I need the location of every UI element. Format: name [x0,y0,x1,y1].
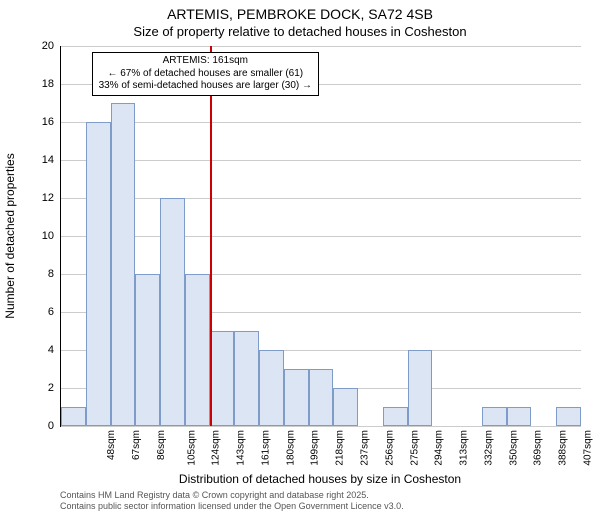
annotation-line-1: ARTEMIS: 161sqm [99,55,312,68]
histogram-bar [482,407,507,426]
x-axis-label: Distribution of detached houses by size … [60,472,580,486]
x-tick-label: 48sqm [106,430,117,460]
x-tick-label: 105sqm [186,430,197,466]
chart-title: ARTEMIS, PEMBROKE DOCK, SA72 4SB [0,6,600,22]
histogram-bar [284,369,309,426]
footer-line-2: Contains public sector information licen… [60,501,404,512]
x-tick-label: 237sqm [360,430,371,466]
annotation-line-2: ← 67% of detached houses are smaller (61… [99,68,312,81]
x-tick-label: 86sqm [156,430,167,460]
chart-container: ARTEMIS, PEMBROKE DOCK, SA72 4SB Size of… [0,0,600,500]
grid-line [61,236,581,237]
x-tick-label: 388sqm [558,430,569,466]
y-tick-label: 14 [0,154,54,166]
x-tick-label: 143sqm [236,430,247,466]
y-tick-label: 8 [0,268,54,280]
histogram-bar [234,331,259,426]
grid-line [61,122,581,123]
x-tick-label: 67sqm [131,430,142,460]
histogram-bar [160,198,185,426]
x-tick-label: 332sqm [483,430,494,466]
y-tick-label: 20 [0,40,54,52]
x-tick-label: 350sqm [508,430,519,466]
histogram-bar [408,350,433,426]
chart-subtitle: Size of property relative to detached ho… [0,24,600,39]
grid-line [61,198,581,199]
histogram-bar [309,369,334,426]
y-tick-label: 4 [0,344,54,356]
histogram-bar [333,388,358,426]
footer-line-1: Contains HM Land Registry data © Crown c… [60,490,404,501]
y-tick-label: 6 [0,306,54,318]
x-tick-label: 218sqm [335,430,346,466]
histogram-bar [210,331,235,426]
x-tick-label: 313sqm [459,430,470,466]
x-tick-label: 124sqm [211,430,222,466]
grid-line [61,160,581,161]
grid-line [61,46,581,47]
histogram-bar [86,122,111,426]
histogram-bar [507,407,532,426]
histogram-bar [556,407,581,426]
histogram-bar [135,274,160,426]
x-tick-label: 256sqm [384,430,395,466]
histogram-bar [61,407,86,426]
histogram-bar [185,274,210,426]
annotation-line-3: 33% of semi-detached houses are larger (… [99,80,312,93]
x-tick-label: 369sqm [533,430,544,466]
y-tick-label: 12 [0,192,54,204]
annotation-box: ARTEMIS: 161sqm← 67% of detached houses … [92,52,319,96]
y-tick-label: 18 [0,78,54,90]
attribution-footer: Contains HM Land Registry data © Crown c… [60,490,404,512]
x-tick-label: 275sqm [409,430,420,466]
grid-line [61,426,581,427]
reference-line [210,46,212,426]
x-tick-label: 294sqm [434,430,445,466]
y-tick-label: 16 [0,116,54,128]
y-tick-label: 2 [0,382,54,394]
y-tick-label: 0 [0,420,54,432]
histogram-bar [111,103,136,426]
plot-area: ARTEMIS: 161sqm← 67% of detached houses … [60,46,581,427]
y-tick-label: 10 [0,230,54,242]
x-tick-label: 199sqm [310,430,321,466]
x-tick-label: 161sqm [261,430,272,466]
x-tick-label: 407sqm [582,430,593,466]
histogram-bar [259,350,284,426]
x-tick-label: 180sqm [285,430,296,466]
histogram-bar [383,407,408,426]
